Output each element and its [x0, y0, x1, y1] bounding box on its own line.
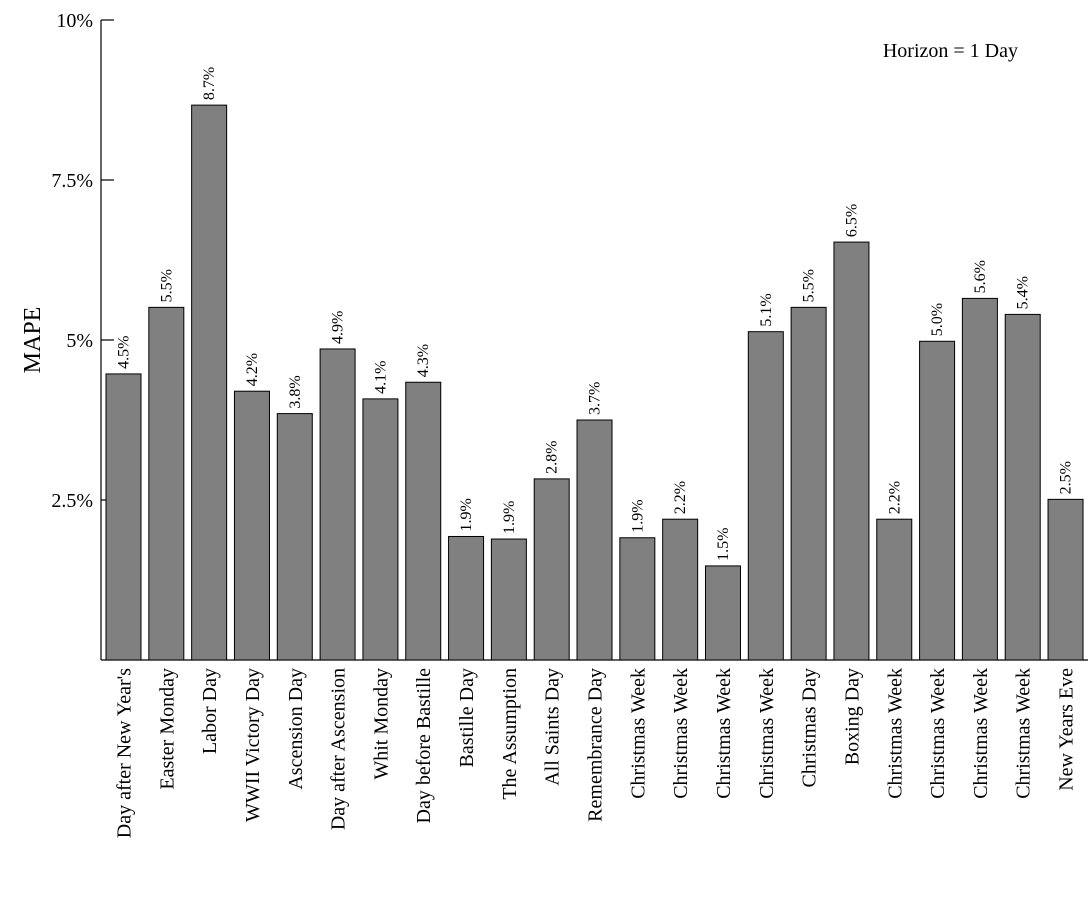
bar	[363, 399, 398, 660]
bar	[748, 332, 783, 660]
y-tick-label: 10%	[56, 10, 93, 32]
x-tick-label: Christmas Week	[884, 668, 906, 799]
x-tick-label: Christmas Week	[713, 668, 735, 799]
bar	[406, 382, 441, 660]
x-tick-label: Labor Day	[199, 668, 221, 754]
y-ticks: 2.5% 5% 7.5% 10%	[51, 10, 114, 512]
bar-value-label: 5.6%	[972, 260, 989, 293]
bar-value-label: 5.5%	[801, 269, 818, 302]
bar	[449, 536, 484, 660]
y-tick-label: 2.5%	[51, 490, 93, 512]
bar-value-label: 5.5%	[158, 269, 175, 302]
bar	[577, 420, 612, 660]
bar	[920, 341, 955, 660]
x-tick-label: The Assumption	[499, 668, 521, 800]
bar-value-label: 4.1%	[372, 361, 389, 394]
bar	[277, 414, 312, 660]
bar-value-label: 8.7%	[201, 67, 218, 100]
bar	[705, 566, 740, 660]
bar-value-label: 1.5%	[715, 528, 732, 561]
x-tick-label: Day after Ascension	[328, 668, 350, 830]
x-tick-label: WWII Victory Day	[242, 668, 264, 822]
x-tick-label: Boxing Day	[841, 668, 863, 765]
bar	[1005, 314, 1040, 660]
x-tick-label: Christmas Week	[670, 668, 692, 799]
y-tick-label: 7.5%	[51, 170, 93, 192]
bar	[834, 242, 869, 660]
horizon-annotation: Horizon = 1 Day	[883, 40, 1018, 62]
x-tick-label: Ascension Day	[285, 668, 307, 790]
x-tick-label: Christmas Day	[799, 668, 821, 787]
bar-value-label: 5.0%	[929, 303, 946, 336]
x-tick-label: Easter Monday	[156, 668, 178, 790]
bar-value-label: 2.8%	[544, 441, 561, 474]
bar	[149, 307, 184, 660]
x-tick-label: Christmas Week	[927, 668, 949, 799]
x-tick-label: Bastille Day	[456, 668, 478, 767]
x-tick-label: Day after New Year's	[114, 668, 136, 838]
x-tick-label: Whit Monday	[370, 668, 392, 780]
bar-value-label: 3.8%	[287, 375, 304, 408]
bar-value-label: 5.4%	[1015, 276, 1032, 309]
bar	[620, 538, 655, 660]
y-axis: 2.5% 5% 7.5% 10%	[51, 10, 114, 660]
y-tick-label: 5%	[66, 330, 93, 352]
bar-value-label: 5.1%	[758, 293, 775, 326]
x-tick-label: Christmas Week	[756, 668, 778, 799]
x-tick-label: Christmas Week	[627, 668, 649, 799]
x-tick-label: New Years Eve	[1056, 668, 1078, 791]
bar	[877, 519, 912, 660]
bar	[320, 349, 355, 660]
bar	[106, 374, 141, 660]
bar-value-label: 1.9%	[501, 501, 518, 534]
bar-value-label: 6.5%	[843, 204, 860, 237]
bar-value-label: 4.5%	[116, 336, 133, 369]
bar	[234, 391, 269, 660]
x-tick-label: Christmas Week	[1013, 668, 1035, 799]
x-tick-label: Christmas Week	[970, 668, 992, 799]
bar-value-label: 2.5%	[1058, 461, 1075, 494]
bar-value-label: 4.2%	[244, 353, 261, 386]
bar-value-label: 4.3%	[415, 344, 432, 377]
y-axis-title: MAPE	[20, 307, 46, 374]
bar-value-label: 3.7%	[587, 382, 604, 415]
bar-value-label: 2.2%	[886, 481, 903, 514]
bar	[663, 519, 698, 660]
bar-value-label: 1.9%	[458, 498, 475, 531]
x-tick-labels: Day after New Year's Easter Monday Labor D…	[114, 668, 1078, 838]
x-tick-label: Day before Bastille	[413, 668, 435, 824]
bar	[192, 105, 227, 660]
bar-value-label: 1.9%	[629, 499, 646, 532]
bar	[491, 539, 526, 660]
x-tick-label: All Saints Day	[542, 668, 564, 786]
x-tick-label: Remembrance Day	[585, 668, 607, 822]
bar	[962, 298, 997, 660]
bar	[791, 307, 826, 660]
bar-value-label: 4.9%	[330, 311, 347, 344]
bar-value-label: 2.2%	[672, 481, 689, 514]
bar	[1048, 499, 1083, 660]
bar	[534, 479, 569, 660]
